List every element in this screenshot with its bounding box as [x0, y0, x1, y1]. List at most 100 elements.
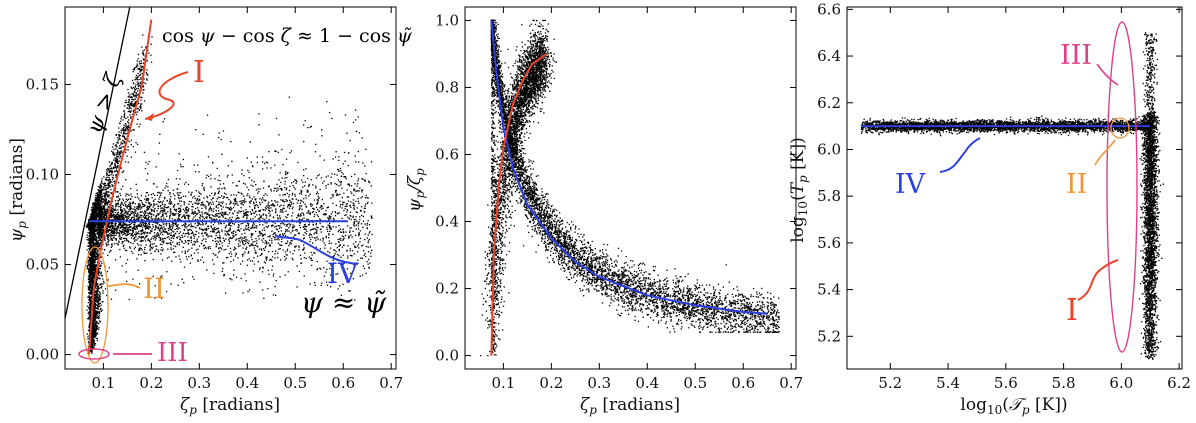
- scatter-point: [107, 279, 109, 281]
- scatter-point: [219, 240, 222, 243]
- scatter-point: [100, 310, 102, 312]
- scatter-point: [153, 211, 155, 213]
- scatter-point: [285, 158, 288, 160]
- scatter-point: [97, 242, 99, 245]
- scatter-point: [93, 342, 95, 344]
- scatter-point: [167, 236, 170, 238]
- scatter-point: [297, 215, 299, 217]
- scatter-point: [250, 236, 252, 238]
- scatter-point: [89, 317, 92, 319]
- scatter-point: [358, 228, 360, 230]
- scatter-point: [90, 262, 92, 264]
- scatter-point: [145, 235, 147, 237]
- scatter-point: [164, 206, 166, 208]
- scatter-point: [92, 256, 94, 258]
- scatter-point: [91, 251, 93, 253]
- scatter-point: [289, 201, 291, 203]
- scatter-point: [93, 251, 95, 253]
- scatter-point: [129, 219, 131, 221]
- scatter-point: [333, 194, 335, 196]
- scatter-point: [89, 251, 92, 254]
- scatter-point: [339, 203, 342, 206]
- scatter-point: [100, 192, 102, 194]
- scatter-point: [289, 185, 291, 187]
- scatter-point: [276, 229, 279, 231]
- scatter-point: [244, 227, 247, 229]
- scatter-point: [93, 298, 95, 301]
- scatter-point: [228, 237, 231, 239]
- scatter-point: [125, 204, 127, 206]
- scatter-point: [291, 215, 293, 217]
- scatter-point: [251, 179, 253, 182]
- scatter-point: [89, 308, 91, 310]
- scatter-point: [197, 224, 200, 226]
- scatter-point: [128, 210, 130, 213]
- scatter-point: [152, 226, 155, 228]
- scatter-point: [92, 238, 95, 241]
- scatter-point: [93, 227, 95, 230]
- scatter-point: [283, 207, 285, 209]
- scatter-point: [93, 304, 95, 306]
- scatter-point: [212, 224, 215, 226]
- scatter-point: [343, 209, 345, 212]
- scatter-point: [100, 184, 102, 186]
- scatter-point: [186, 209, 188, 211]
- scatter-point: [173, 231, 175, 233]
- scatter-point: [94, 226, 96, 229]
- scatter-point: [235, 194, 238, 196]
- scatter-point: [177, 213, 179, 215]
- scatter-point: [87, 288, 89, 290]
- scatter-point: [93, 264, 96, 266]
- scatter-point: [143, 212, 145, 214]
- scatter-point: [87, 262, 89, 264]
- scatter-point: [97, 241, 99, 244]
- scatter-point: [95, 294, 97, 296]
- scatter-point: [291, 257, 293, 260]
- scatter-point: [100, 194, 102, 196]
- scatter-point: [109, 216, 111, 218]
- scatter-point: [89, 233, 91, 235]
- scatter-point: [89, 253, 91, 255]
- scatter-point: [295, 182, 297, 184]
- scatter-point: [90, 277, 92, 280]
- scatter-point: [282, 199, 284, 201]
- scatter-point: [90, 259, 93, 261]
- scatter-point: [107, 231, 109, 233]
- scatter-point: [94, 270, 96, 272]
- scatter-point: [145, 228, 147, 230]
- scatter-point: [244, 232, 246, 234]
- scatter-point: [281, 148, 283, 151]
- scatter-point: [225, 224, 227, 227]
- scatter-point: [316, 199, 318, 201]
- scatter-point: [315, 177, 318, 179]
- scatter-point: [278, 230, 280, 233]
- scatter-point: [256, 242, 258, 244]
- scatter-point: [349, 290, 351, 292]
- scatter-point: [252, 260, 254, 262]
- scatter-point: [93, 235, 95, 237]
- scatter-point: [126, 238, 128, 240]
- scatter-point: [269, 236, 271, 238]
- scatter-point: [253, 244, 255, 247]
- scatter-point: [121, 210, 123, 212]
- scatter-point: [168, 206, 170, 208]
- scatter-point: [209, 245, 211, 248]
- scatter-point: [236, 211, 238, 214]
- scatter-point: [94, 332, 97, 334]
- scatter-point: [347, 183, 349, 185]
- scatter-point: [93, 344, 96, 347]
- scatter-point: [115, 209, 117, 211]
- scatter-point: [99, 293, 102, 295]
- scatter-point: [274, 205, 276, 207]
- scatter-point: [319, 218, 321, 220]
- scatter-point: [87, 264, 89, 266]
- scatter-point: [153, 232, 156, 234]
- scatter-point: [347, 216, 349, 218]
- scatter-point: [118, 216, 121, 218]
- scatter-point: [298, 222, 301, 224]
- scatter-point: [275, 201, 277, 203]
- scatter-point: [353, 264, 355, 266]
- scatter-point: [250, 245, 252, 247]
- scatter-point: [324, 213, 326, 215]
- scatter-point: [97, 269, 99, 271]
